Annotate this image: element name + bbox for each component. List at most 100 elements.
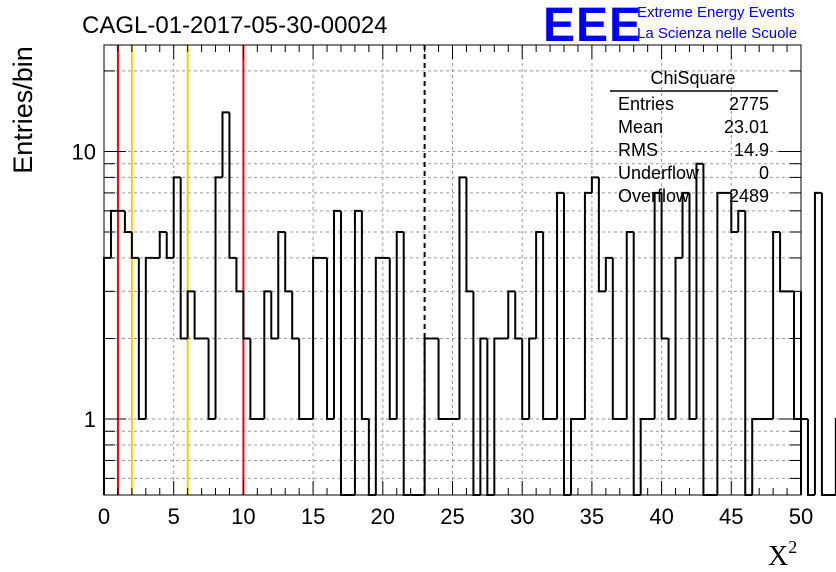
histogram-bin bbox=[437, 338, 446, 421]
stats-box: ChiSquare Entries 2775 Mean 23.01 RMS 14.9 Und… bbox=[610, 68, 778, 206]
eee-logo-text: EEE bbox=[543, 0, 642, 52]
histogram-bin bbox=[291, 291, 300, 340]
stats-rows: Entries 2775 Mean 23.01 RMS 14.9 Underflow 0 Ove… bbox=[618, 94, 769, 206]
histogram-bin bbox=[695, 162, 704, 420]
histogram-bin bbox=[674, 256, 683, 420]
histogram-bin bbox=[479, 337, 488, 495]
histogram-bin bbox=[681, 191, 690, 258]
stats-title: ChiSquare bbox=[650, 68, 735, 88]
histogram-bin bbox=[235, 257, 244, 293]
stats-row-label: Mean bbox=[618, 117, 663, 137]
histogram-bin bbox=[660, 192, 669, 340]
histogram-bin bbox=[123, 210, 132, 234]
histogram-layer bbox=[103, 111, 836, 496]
histogram-bin bbox=[486, 338, 495, 496]
histogram-bin bbox=[806, 419, 815, 496]
histogram-bin bbox=[772, 231, 781, 420]
histogram-bin bbox=[186, 290, 195, 339]
histogram-bin bbox=[423, 337, 432, 495]
histogram-bin bbox=[528, 337, 537, 420]
histogram-bin bbox=[507, 290, 516, 339]
histogram-bin bbox=[632, 232, 641, 496]
histogram-bin bbox=[367, 419, 376, 496]
eee-logo-line2: La Scienza nelle Scuole bbox=[637, 25, 797, 42]
x-tick-label: 0 bbox=[98, 504, 110, 529]
histogram-bin bbox=[270, 291, 279, 340]
histogram-bin bbox=[688, 192, 697, 421]
histogram-bin bbox=[172, 176, 181, 258]
histogram-bin bbox=[458, 176, 467, 420]
histogram-bin bbox=[130, 232, 139, 259]
histogram-bin bbox=[521, 338, 530, 421]
histogram-bin bbox=[493, 337, 502, 495]
histogram-bin bbox=[277, 231, 286, 339]
axis-layer: 0 5 10 15 20 25 30 35 40 45 50 1 10 bbox=[72, 45, 813, 529]
histogram-bin bbox=[611, 257, 620, 421]
histogram-bin bbox=[158, 231, 167, 258]
x-axis-label-superscript: 2 bbox=[788, 537, 797, 557]
plot-frame bbox=[103, 44, 802, 496]
histogram-bin bbox=[597, 177, 606, 293]
eee-logo: EEE Extreme Energy Events La Scienza nel… bbox=[543, 0, 797, 52]
histogram-bin bbox=[165, 232, 174, 259]
histogram-bin bbox=[263, 290, 272, 420]
stats-row-value: 2489 bbox=[729, 186, 769, 206]
histogram-bin bbox=[535, 231, 544, 339]
histogram-bin bbox=[242, 291, 251, 340]
x-tick-label: 25 bbox=[440, 504, 464, 529]
histogram-bin bbox=[716, 191, 725, 495]
histogram-bin bbox=[388, 257, 397, 421]
histogram-bin bbox=[339, 210, 348, 496]
histogram-bin bbox=[542, 232, 551, 421]
histogram-bin bbox=[730, 192, 739, 234]
histogram-bin bbox=[813, 191, 822, 495]
histogram-bin bbox=[793, 291, 801, 421]
x-tick-label: 50 bbox=[789, 504, 813, 529]
histogram-bin bbox=[639, 418, 648, 495]
x-tick-label: 20 bbox=[371, 504, 395, 529]
histogram-bin bbox=[667, 338, 676, 421]
x-tick-label: 40 bbox=[649, 504, 673, 529]
histogram-bin bbox=[207, 338, 216, 421]
eee-logo-line1: Extreme Energy Events bbox=[637, 4, 795, 21]
stats-row-label: Overflow bbox=[618, 186, 690, 206]
stats-row-value: 23.01 bbox=[724, 117, 769, 137]
histogram-bin bbox=[820, 192, 829, 496]
histogram-bin bbox=[514, 291, 523, 340]
stats-row-label: Underflow bbox=[618, 163, 700, 183]
histogram-bin bbox=[751, 418, 760, 495]
x-tick-label: 30 bbox=[510, 504, 534, 529]
histogram-bin bbox=[583, 191, 592, 420]
histogram-bin bbox=[737, 209, 746, 233]
stats-row-value: 0 bbox=[759, 163, 769, 183]
y-tick-label: 10 bbox=[72, 139, 96, 164]
histogram-bin bbox=[144, 256, 153, 420]
x-tick-label: 45 bbox=[719, 504, 743, 529]
x-tick-label: 5 bbox=[168, 504, 180, 529]
x-tick-label: 15 bbox=[301, 504, 325, 529]
histogram-bin bbox=[193, 291, 202, 340]
histogram-bin bbox=[228, 112, 237, 259]
histogram-bin bbox=[353, 209, 362, 495]
histogram-bin bbox=[653, 191, 662, 420]
histogram-bin bbox=[779, 232, 788, 293]
histogram-bin bbox=[556, 191, 565, 420]
histogram-bin bbox=[360, 210, 369, 421]
histogram-bin bbox=[472, 291, 481, 496]
histogram-bin bbox=[563, 192, 571, 496]
vertical-marker-lines bbox=[116, 45, 426, 495]
histogram-bin bbox=[604, 256, 613, 292]
stats-row-value: 14.9 bbox=[734, 140, 769, 160]
x-tick-label: 35 bbox=[580, 504, 604, 529]
histogram-bin bbox=[214, 176, 223, 420]
histogram-bin bbox=[333, 209, 341, 420]
histogram-bin bbox=[221, 111, 230, 178]
histogram-bin bbox=[625, 231, 634, 420]
histogram-bin bbox=[312, 256, 321, 420]
histogram-bin bbox=[590, 176, 599, 193]
x-axis-label-main: X bbox=[768, 541, 788, 572]
histogram-bin bbox=[179, 177, 188, 340]
histogram-bin bbox=[326, 257, 335, 421]
histogram-bin bbox=[395, 231, 404, 420]
